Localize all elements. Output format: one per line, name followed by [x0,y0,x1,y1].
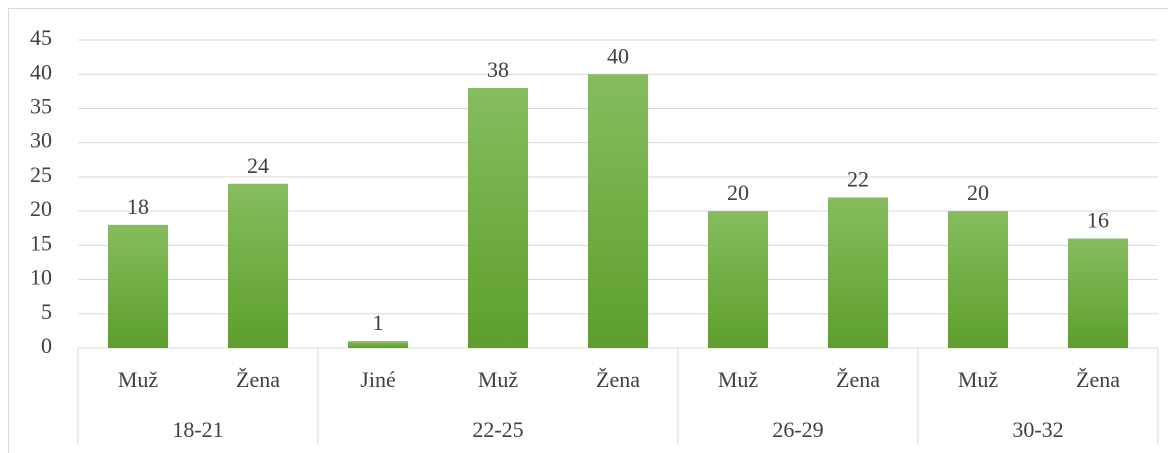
group-label: 30-32 [1012,417,1063,442]
data-label: 20 [727,180,749,205]
y-tick-label: 40 [30,59,52,84]
bar [828,197,888,348]
y-tick-label: 25 [30,162,52,187]
y-tick-label: 0 [41,333,52,358]
y-tick-label: 30 [30,128,52,153]
group-label: 22-25 [472,417,523,442]
bar [588,74,648,348]
group-label: 18-21 [172,417,223,442]
y-tick-label: 35 [30,93,52,118]
bar [468,87,528,349]
data-label: 38 [487,57,509,82]
data-label: 20 [967,180,989,205]
x-tick-label: Muž [478,367,519,392]
data-label: 40 [607,43,629,68]
bar [1068,238,1128,348]
y-tick-label: 15 [30,230,52,255]
y-tick-label: 45 [30,25,52,50]
data-label: 1 [373,310,384,335]
x-tick-label: Muž [718,367,759,392]
group-label: 26-29 [772,417,823,442]
x-tick-label: Žena [236,367,280,392]
bar [348,341,408,348]
x-tick-label: Žena [1076,367,1120,392]
data-label: 16 [1087,208,1109,233]
x-tick-label: Žena [596,367,640,392]
bar [228,183,288,348]
data-label: 18 [127,194,149,219]
x-tick-label: Muž [958,367,999,392]
y-tick-label: 10 [30,265,52,290]
bar [708,211,768,348]
x-tick-label: Muž [118,367,159,392]
y-tick-label: 20 [30,196,52,221]
chart-frame [8,8,1168,453]
x-tick-label: Jiné [360,367,395,392]
bar [948,211,1008,348]
data-label: 22 [847,166,869,191]
y-tick-label: 5 [41,299,52,324]
bar [108,224,168,348]
data-label: 24 [247,153,269,178]
x-tick-label: Žena [836,367,880,392]
